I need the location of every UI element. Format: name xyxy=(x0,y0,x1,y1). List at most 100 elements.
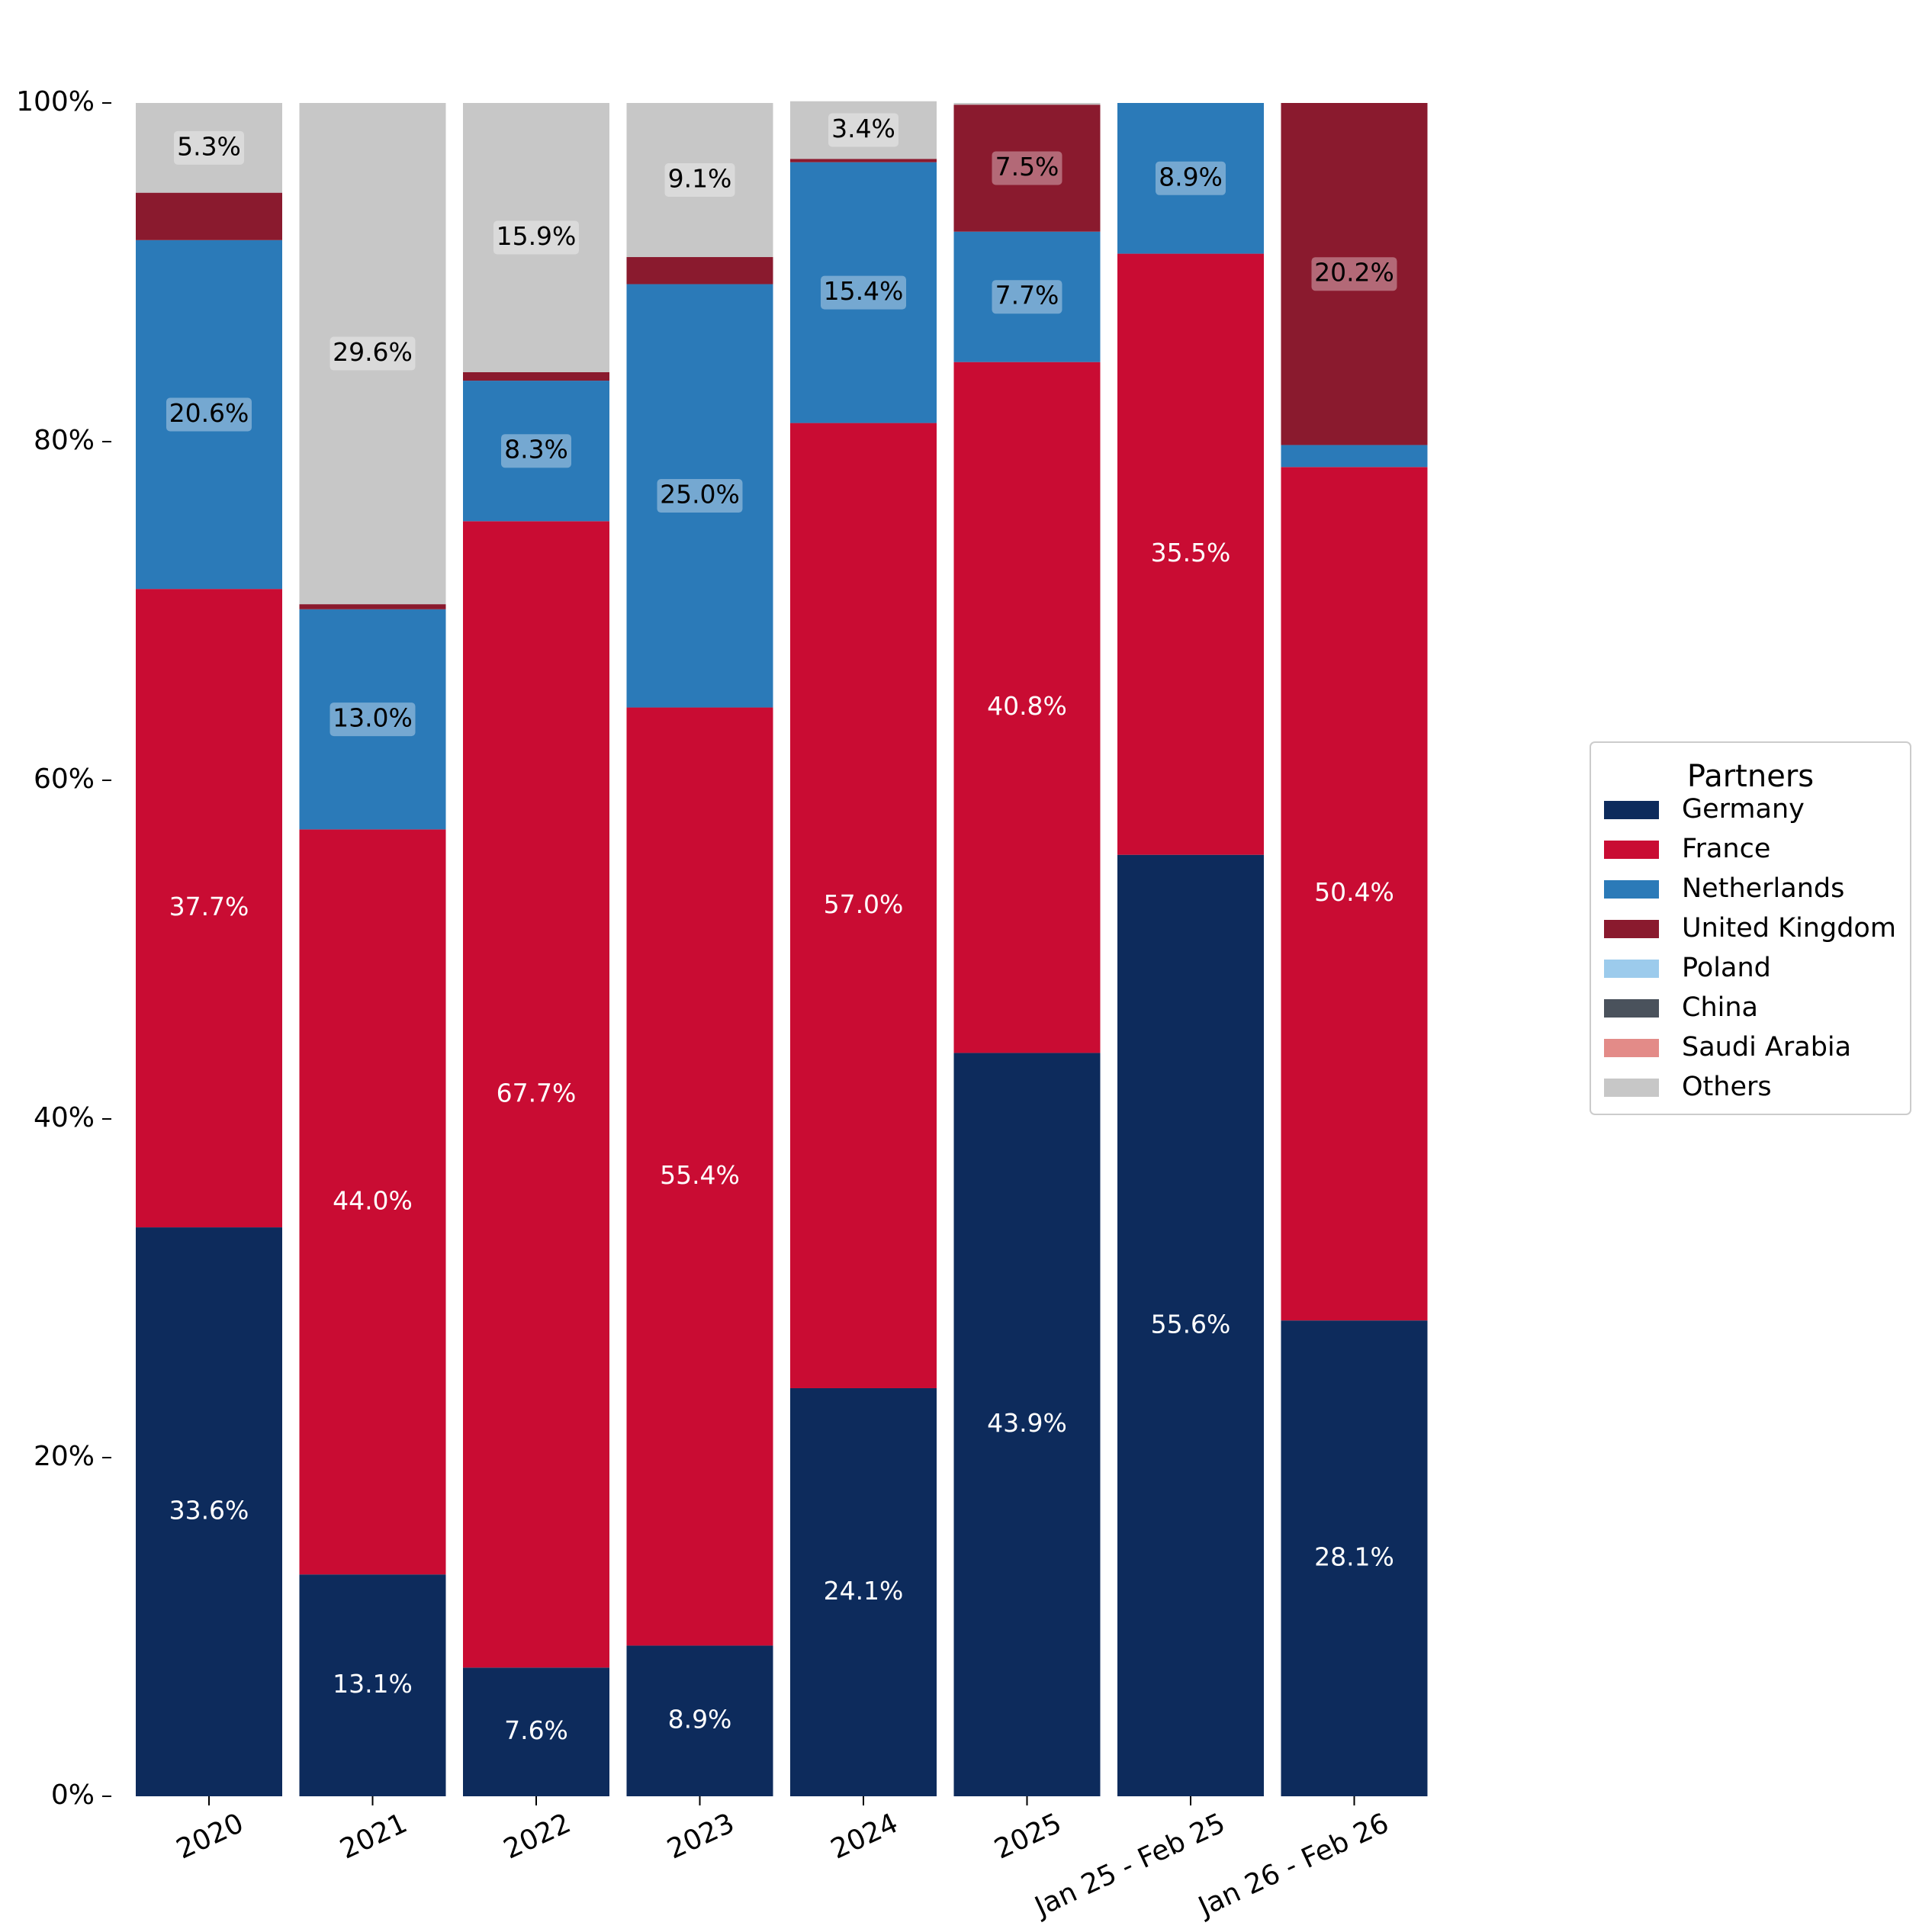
legend-swatch-china xyxy=(1604,999,1659,1018)
data-label-2024-others: 3.4% xyxy=(831,114,895,143)
legend-label-netherlands: Netherlands xyxy=(1682,873,1844,904)
x-tick-label: 2021 xyxy=(336,1808,412,1866)
bar-2025-france xyxy=(953,362,1101,1053)
data-label-2025-united-kingdom: 7.5% xyxy=(995,152,1059,182)
data-label-box-2021-others xyxy=(330,336,416,371)
data-label-box-2020-netherlands xyxy=(166,397,252,432)
legend-swatch-united-kingdom xyxy=(1604,920,1659,938)
bar-2020-netherlands xyxy=(136,240,282,590)
data-label-box-2023-others xyxy=(664,163,735,198)
bar-2020-others xyxy=(136,103,282,193)
data-label-box-2020-others xyxy=(174,130,244,165)
bar-2024-france xyxy=(790,423,937,1388)
legend-label-others: Others xyxy=(1682,1072,1772,1102)
legend-swatch-poland xyxy=(1604,960,1659,978)
data-label-box-2022-others xyxy=(493,220,579,255)
bar-2024-united-kingdom xyxy=(790,159,937,162)
data-label-2020-netherlands: 20.6% xyxy=(169,398,249,428)
legend-swatch-saudi-arabia xyxy=(1604,1039,1659,1057)
legend-swatch-germany xyxy=(1604,801,1659,819)
data-label-box-2024-others xyxy=(828,113,898,147)
bar-jan-26-feb-26-germany xyxy=(1281,1320,1428,1796)
bar-2023-united-kingdom xyxy=(626,257,773,285)
bar-jan-26-feb-26-united-kingdom xyxy=(1281,103,1428,445)
bar-2022-others xyxy=(463,103,609,372)
data-label-2024-france: 57.0% xyxy=(824,889,904,919)
data-label-box-jan-26-feb-26-united-kingdom xyxy=(1311,257,1397,291)
bar-2023-others xyxy=(626,103,773,258)
data-label-2021-netherlands: 13.0% xyxy=(333,703,413,733)
legend-label-china: China xyxy=(1682,992,1758,1023)
bar-2023-germany xyxy=(626,1645,773,1796)
bar-jan-25-feb-25-netherlands xyxy=(1117,103,1264,254)
y-tick-label: 80% xyxy=(34,425,95,456)
data-labels-layer: 33.6% 37.7% 20.6% 5.3% 13.1% 44.0% 13.0% 29.6% 7… xyxy=(166,113,1397,1745)
x-tick-label: 2022 xyxy=(499,1808,575,1866)
legend-label-saudi-arabia: Saudi Arabia xyxy=(1682,1032,1851,1063)
data-label-2023-germany: 8.9% xyxy=(668,1705,732,1734)
bar-2023-france xyxy=(626,707,773,1646)
bar-2022-united-kingdom xyxy=(463,371,609,381)
bar-2024-netherlands xyxy=(790,162,937,423)
legend-items: Germany France Netherlands United Kingdom Po… xyxy=(1604,794,1896,1102)
data-label-2022-netherlands: 8.3% xyxy=(504,435,568,465)
bar-2025-germany xyxy=(953,1053,1101,1796)
legend-swatch-france xyxy=(1604,841,1659,859)
legend-swatch-netherlands xyxy=(1604,880,1659,899)
bar-2021-france xyxy=(299,829,446,1575)
data-label-box-2025-netherlands xyxy=(992,280,1062,314)
y-tick-label: 20% xyxy=(34,1441,95,1472)
legend-label-united-kingdom: United Kingdom xyxy=(1682,913,1896,944)
bar-2021-united-kingdom xyxy=(299,604,446,609)
y-tick-label: 0% xyxy=(51,1780,95,1811)
bar-2025-others xyxy=(953,103,1101,105)
data-label-2020-france: 37.7% xyxy=(169,892,249,921)
legend-frame xyxy=(1590,741,1911,1115)
data-label-2025-germany: 43.9% xyxy=(987,1408,1067,1438)
data-label-2025-netherlands: 7.7% xyxy=(995,281,1059,310)
bar-2024-germany xyxy=(790,1387,937,1796)
legend-label-france: France xyxy=(1682,834,1770,864)
data-label-jan-26-feb-26-united-kingdom: 20.2% xyxy=(1314,258,1394,288)
legend-swatch-others xyxy=(1604,1079,1659,1097)
data-label-2021-germany: 13.1% xyxy=(333,1669,413,1699)
bar-2022-netherlands xyxy=(463,381,609,522)
x-tick-label: 2023 xyxy=(663,1808,739,1866)
data-label-jan-26-feb-26-germany: 28.1% xyxy=(1314,1542,1394,1572)
data-label-jan-25-feb-25-germany: 55.6% xyxy=(1151,1309,1231,1339)
y-tick-label: 40% xyxy=(34,1102,95,1133)
data-label-box-2021-netherlands xyxy=(330,702,416,737)
data-label-box-2024-netherlands xyxy=(821,275,906,310)
bar-2025-united-kingdom xyxy=(953,104,1101,232)
data-label-box-2023-netherlands xyxy=(657,479,743,513)
y-axis: 0% 20% 40% 60% 80% 100% xyxy=(16,86,111,1811)
bar-2020-germany xyxy=(136,1227,282,1796)
data-label-2023-netherlands: 25.0% xyxy=(660,480,740,510)
bar-2022-germany xyxy=(463,1667,609,1796)
data-label-2020-others: 5.3% xyxy=(177,131,241,161)
data-label-jan-26-feb-26-france: 50.4% xyxy=(1314,877,1394,907)
bar-2020-france xyxy=(136,589,282,1228)
data-label-2023-others: 9.1% xyxy=(668,164,732,194)
legend-label-germany: Germany xyxy=(1682,794,1805,825)
data-label-box-jan-25-feb-25-netherlands xyxy=(1156,161,1226,195)
bar-2021-germany xyxy=(299,1574,446,1796)
x-tick-label: 2020 xyxy=(172,1808,248,1866)
bar-2022-france xyxy=(463,521,609,1668)
data-label-2022-germany: 7.6% xyxy=(504,1715,568,1745)
data-label-2021-others: 29.6% xyxy=(333,337,413,367)
x-tick-label: 2025 xyxy=(990,1808,1066,1866)
data-label-2023-france: 55.4% xyxy=(660,1160,740,1190)
data-label-2024-germany: 24.1% xyxy=(824,1576,904,1606)
bar-2025-netherlands xyxy=(953,231,1101,362)
bar-2021-netherlands xyxy=(299,609,446,830)
bar-jan-25-feb-25-france xyxy=(1117,253,1264,855)
data-label-2025-france: 40.8% xyxy=(987,691,1067,721)
data-label-jan-25-feb-25-netherlands: 8.9% xyxy=(1159,162,1223,191)
legend-label-poland: Poland xyxy=(1682,953,1771,983)
bar-jan-26-feb-26-france xyxy=(1281,467,1428,1321)
bar-jan-26-feb-26-netherlands xyxy=(1281,445,1428,468)
data-label-box-2022-netherlands xyxy=(501,434,571,468)
